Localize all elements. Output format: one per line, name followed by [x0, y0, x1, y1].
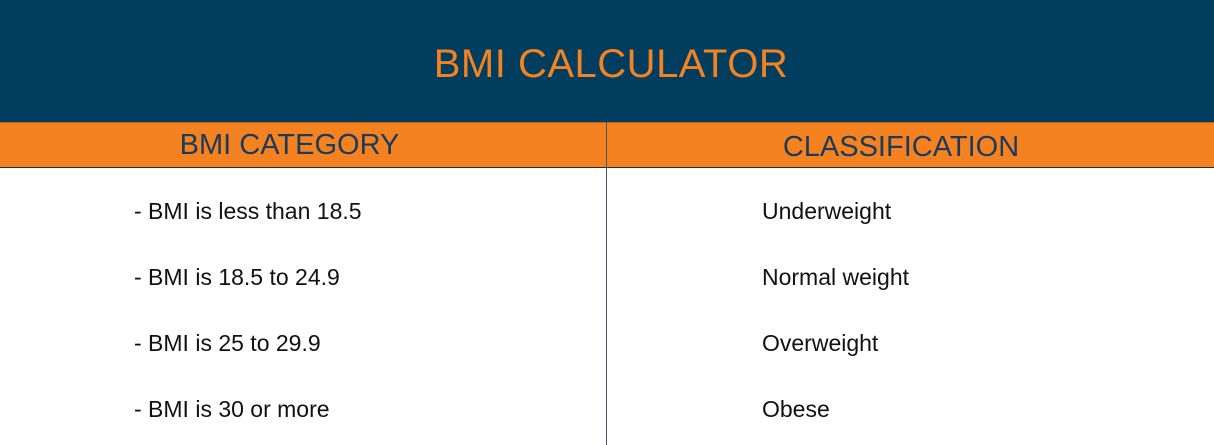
table-row: - BMI is 18.5 to 24.9 Normal weight — [0, 257, 1214, 297]
classification-cell: Underweight — [762, 197, 892, 224]
table-header-row: BMI CATEGORY CLASSIFICATION — [0, 122, 1214, 168]
table-row: - BMI is less than 18.5 Underweight — [0, 191, 1214, 231]
column-divider — [606, 122, 607, 445]
classification-cell: Overweight — [762, 329, 879, 356]
title-banner: BMI CALCULATOR — [0, 0, 1214, 122]
bmi-category-cell: - BMI is 30 or more — [134, 395, 330, 422]
bmi-category-cell: - BMI is 18.5 to 24.9 — [134, 263, 340, 290]
classification-cell: Normal weight — [762, 263, 909, 290]
page-title: BMI CALCULATOR — [433, 41, 789, 86]
classification-cell: Obese — [762, 395, 830, 422]
table-row: - BMI is 30 or more Obese — [0, 389, 1214, 429]
header-bmi-category: BMI CATEGORY — [179, 128, 400, 161]
bmi-category-cell: - BMI is less than 18.5 — [134, 197, 362, 224]
table-row: - BMI is 25 to 29.9 Overweight — [0, 323, 1214, 363]
bmi-category-cell: - BMI is 25 to 29.9 — [134, 329, 321, 356]
header-classification: CLASSIFICATION — [782, 130, 1020, 163]
